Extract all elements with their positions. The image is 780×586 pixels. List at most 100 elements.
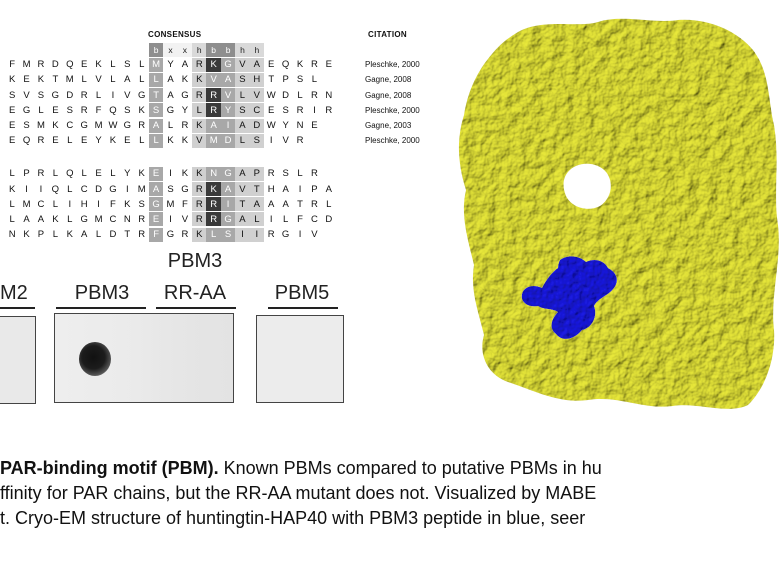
residue: A bbox=[325, 183, 332, 195]
residue: L bbox=[326, 198, 332, 210]
residue: M bbox=[206, 133, 221, 148]
residue: C bbox=[109, 213, 117, 225]
residue: T bbox=[124, 229, 131, 241]
residue: I bbox=[220, 118, 236, 133]
residue: Q bbox=[66, 168, 74, 180]
residue: S bbox=[235, 72, 250, 87]
residue: I bbox=[298, 183, 302, 195]
alignment-row-known-5: E S M K C G M W G R A L R K A I A D W Y N E Gagne, 2003 bbox=[0, 118, 411, 133]
residue: R bbox=[267, 229, 275, 241]
residue: Q bbox=[109, 104, 117, 116]
residue: I bbox=[97, 198, 100, 210]
blot-panel-pbm3 bbox=[54, 313, 234, 403]
residue: Q bbox=[22, 135, 31, 147]
residue: L bbox=[81, 74, 87, 86]
residue: V bbox=[282, 135, 289, 147]
residue: T bbox=[297, 198, 303, 210]
residue: H bbox=[80, 198, 88, 210]
residue: L bbox=[139, 135, 145, 147]
residue: L bbox=[9, 213, 15, 225]
residue: G bbox=[181, 183, 189, 195]
residue: R bbox=[192, 57, 207, 72]
residue: E bbox=[9, 135, 16, 147]
residue: h bbox=[192, 42, 207, 57]
residue: E bbox=[311, 120, 318, 132]
residue: L bbox=[148, 133, 164, 148]
residue: D bbox=[66, 89, 74, 101]
residue: E bbox=[268, 59, 275, 71]
residue: V bbox=[124, 89, 131, 101]
residue: N bbox=[296, 120, 304, 132]
pbm3-peptide bbox=[521, 256, 617, 339]
residue: K bbox=[109, 135, 117, 147]
residue: K bbox=[296, 59, 304, 71]
residue: A bbox=[282, 198, 289, 210]
alignment-row-known-2: K E K T M L V L A L L A K K V A S H T P S L Gagne, 2008 bbox=[0, 72, 411, 87]
residue: S bbox=[282, 104, 289, 116]
residue: A bbox=[167, 74, 174, 86]
residue: L bbox=[110, 74, 116, 86]
residue: T bbox=[52, 74, 59, 86]
residue: E bbox=[9, 104, 16, 116]
residue: G bbox=[220, 212, 236, 227]
residue: G bbox=[166, 104, 175, 116]
alignment-row-known-3: S V S G D R L I V G T A G R R V L V W D L R N Gagne, 2008 bbox=[0, 88, 411, 103]
residue: R bbox=[310, 59, 318, 71]
residue: G bbox=[148, 197, 164, 212]
residue: E bbox=[52, 104, 59, 116]
cryo-em-structure bbox=[458, 18, 779, 409]
residue: L bbox=[148, 72, 164, 87]
residue: E bbox=[9, 120, 16, 132]
residue: V bbox=[235, 57, 250, 72]
residue: S bbox=[9, 89, 16, 101]
residue bbox=[19, 43, 33, 57]
residue: Y bbox=[95, 135, 102, 147]
residue: M bbox=[137, 183, 146, 195]
residue: A bbox=[167, 89, 174, 101]
residue: A bbox=[235, 212, 250, 227]
residue: V bbox=[206, 72, 221, 87]
residue: G bbox=[138, 89, 146, 101]
residue: I bbox=[220, 197, 236, 212]
residue: V bbox=[23, 89, 30, 101]
residue: G bbox=[109, 183, 117, 195]
residue: L bbox=[282, 213, 289, 225]
residue: D bbox=[249, 118, 265, 133]
residue: K bbox=[95, 59, 102, 71]
residue: L bbox=[52, 229, 59, 241]
residue: E bbox=[95, 168, 102, 180]
citation: Pleschke, 2000 bbox=[365, 136, 420, 146]
residue: I bbox=[39, 183, 43, 195]
residue: R bbox=[192, 182, 207, 197]
residue: L bbox=[38, 104, 44, 116]
residue: Q bbox=[66, 59, 74, 71]
residue: x bbox=[163, 42, 178, 57]
residue: H bbox=[267, 183, 275, 195]
residue: T bbox=[268, 74, 275, 86]
citation: Gagne, 2003 bbox=[365, 121, 412, 131]
residue: L bbox=[235, 133, 250, 148]
residue: K bbox=[181, 74, 189, 86]
residue: R bbox=[181, 120, 189, 132]
residue: R bbox=[267, 168, 275, 180]
residue: L bbox=[67, 213, 73, 225]
residue: L bbox=[52, 198, 59, 210]
residue: K bbox=[192, 118, 207, 133]
residue: I bbox=[313, 104, 316, 116]
residue: S bbox=[66, 104, 73, 116]
huntingtin-hap40-surface bbox=[458, 18, 779, 409]
residue: R bbox=[181, 229, 189, 241]
residue: I bbox=[25, 183, 28, 195]
residue: Y bbox=[220, 103, 236, 118]
residue: V bbox=[311, 229, 318, 241]
residue: N bbox=[206, 166, 221, 181]
residue: D bbox=[95, 183, 102, 195]
residue: K bbox=[138, 104, 145, 116]
residue: W bbox=[108, 120, 118, 132]
residue: A bbox=[282, 183, 289, 195]
blot-label-pbm5: PBM5 bbox=[274, 282, 330, 304]
residue: L bbox=[249, 212, 265, 227]
residue: E bbox=[124, 135, 131, 147]
residue: R bbox=[206, 197, 221, 212]
